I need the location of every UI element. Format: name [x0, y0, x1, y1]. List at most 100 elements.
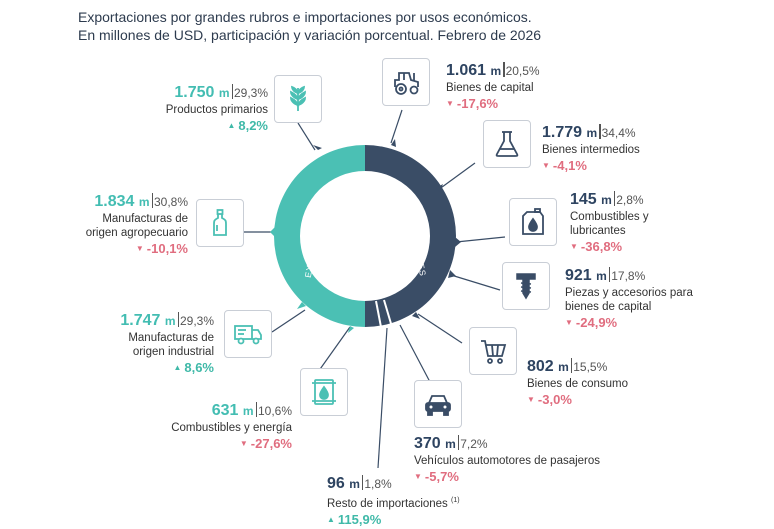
down-arrow-icon: ▼: [239, 439, 248, 448]
title-line-2: En millones de USD, participación y vari…: [78, 27, 542, 43]
unit: m: [138, 195, 150, 209]
item-combustibles-energia: 631 m 10,6% Combustibles y energía ▼ -27,6…: [130, 401, 292, 453]
footnote-marker: (1): [451, 497, 460, 504]
donut-notches: [270, 139, 461, 333]
oil-barrel-icon-box: [300, 368, 348, 416]
change: -27,6%: [250, 436, 292, 451]
item-piezas-accesorios: 921 m 17,8% Piezas y accesorios para bien…: [565, 266, 693, 332]
label-line-1: Manufacturas de: [102, 213, 188, 225]
connector-combustibles-lubricantes: [455, 236, 506, 243]
cart-icon: [481, 340, 507, 364]
up-arrow-icon: ▲: [173, 363, 182, 372]
tractor-icon-box: [382, 58, 430, 106]
donut-imports-segment: [365, 145, 456, 327]
truck-icon-box: [224, 310, 272, 358]
bottle-icon-box: [196, 199, 244, 247]
down-arrow-icon: ▼: [527, 395, 535, 404]
unit: m: [490, 64, 502, 78]
label: Combustibles y energía: [171, 422, 292, 434]
share: 15,5%: [573, 360, 608, 374]
title-line-1: Exportaciones por grandes rubros e impor…: [78, 9, 532, 25]
up-arrow-icon: ▲: [227, 121, 236, 130]
up-arrow-icon: ▲: [327, 514, 335, 524]
item-vehiculos: 370 m 7,2% Vehículos automotores de pasaj…: [414, 434, 600, 486]
item-resto-importaciones: 96 m 1,8% Resto de importaciones (1) ▲ 115…: [327, 474, 460, 529]
change: -10,1%: [146, 241, 188, 256]
share: 29,3%: [179, 314, 214, 328]
value: 1.779: [542, 124, 583, 141]
share: 34,4%: [601, 126, 636, 140]
donut-separator-2: [375, 300, 382, 328]
down-arrow-icon: ▼: [135, 244, 144, 253]
item-bienes-capital: 1.061 m 20,5% Bienes de capital ▼ -17,6%: [446, 61, 540, 113]
share: 20,5%: [505, 64, 540, 78]
truck-icon: [234, 325, 262, 345]
label: Bienes de consumo: [527, 378, 629, 390]
screw-icon: [516, 273, 536, 300]
connector-lines: [240, 109, 506, 469]
unit: m: [445, 437, 456, 451]
label: Bienes de capital: [446, 82, 534, 94]
value: 631: [211, 402, 239, 419]
value: 802: [527, 358, 554, 375]
share: 10,6%: [257, 404, 292, 418]
value: 1.834: [94, 193, 135, 210]
unit: m: [601, 193, 612, 207]
connector-bienes-consumo: [417, 313, 463, 344]
label-line-1: Combustibles y: [570, 211, 649, 223]
value: 96: [327, 475, 345, 492]
car-icon: [425, 395, 451, 416]
screw-icon-box: [502, 262, 550, 310]
share: 1,8%: [364, 477, 392, 491]
donut-exports-segment: [274, 145, 365, 327]
unit: m: [586, 126, 598, 140]
label: Productos primarios: [165, 104, 268, 116]
label-line-2: origen industrial: [132, 346, 214, 358]
label-line-2: lubricantes: [570, 225, 626, 237]
label-line-2: bienes de capital: [565, 301, 652, 313]
connector-productos-primarios: [297, 122, 316, 151]
connector-bienes-capital: [390, 109, 403, 144]
down-arrow-icon: ▼: [542, 161, 550, 170]
value: 145: [570, 191, 597, 208]
value: 1.747: [120, 312, 161, 329]
connector-vehiculos: [399, 324, 431, 383]
flask-icon: [495, 131, 519, 157]
share: 17,8%: [611, 269, 646, 283]
label: Resto de importaciones: [327, 497, 448, 510]
wheat-icon: [290, 85, 306, 111]
connector-moi: [271, 309, 306, 333]
bottle-icon: [213, 209, 227, 236]
connector-combustibles-energia: [317, 326, 351, 373]
unit: m: [164, 314, 176, 328]
item-productos-primarios: 1.750 m 29,3% Productos primarios ▲ 8,2%: [100, 83, 268, 135]
unit: m: [596, 269, 607, 283]
change: 115,9%: [337, 511, 382, 527]
unit: m: [218, 86, 230, 100]
unit: m: [349, 477, 360, 491]
label: Bienes intermedios: [542, 144, 640, 156]
change: -3,0%: [537, 392, 572, 407]
change: 8,6%: [184, 360, 214, 375]
donut-separator-1: [383, 299, 393, 328]
down-arrow-icon: ▼: [570, 242, 578, 251]
oil-barrel-icon: [312, 379, 336, 405]
share: 29,3%: [233, 86, 268, 100]
down-arrow-icon: ▼: [446, 99, 454, 108]
wheat-icon-box: [274, 75, 322, 123]
connector-bienes-intermedios: [437, 162, 476, 191]
connector-piezas: [450, 274, 501, 291]
share: 2,8%: [616, 193, 644, 207]
value: 921: [565, 267, 592, 284]
item-bienes-consumo: 802 m 15,5% Bienes de consumo ▼ -3,0%: [527, 357, 628, 409]
car-icon-box: [414, 380, 462, 428]
change: -4,1%: [552, 158, 587, 173]
item-moi: 1.747 m 29,3% Manufacturas de origen indu…: [60, 311, 214, 377]
cart-icon-box: [469, 327, 517, 375]
change: -36,8%: [580, 239, 623, 254]
down-arrow-icon: ▼: [565, 318, 573, 327]
item-combustibles-lubricantes: 145 m 2,8% Combustibles y lubricantes ▼ -3…: [570, 190, 649, 256]
share: 7,2%: [460, 437, 488, 451]
change: -17,6%: [456, 96, 499, 111]
